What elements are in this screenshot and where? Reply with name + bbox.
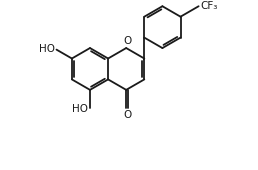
Text: O: O [123,110,131,120]
Text: O: O [123,36,131,46]
Text: HO: HO [38,44,54,54]
Text: HO: HO [72,104,88,114]
Text: CF₃: CF₃ [201,1,218,11]
